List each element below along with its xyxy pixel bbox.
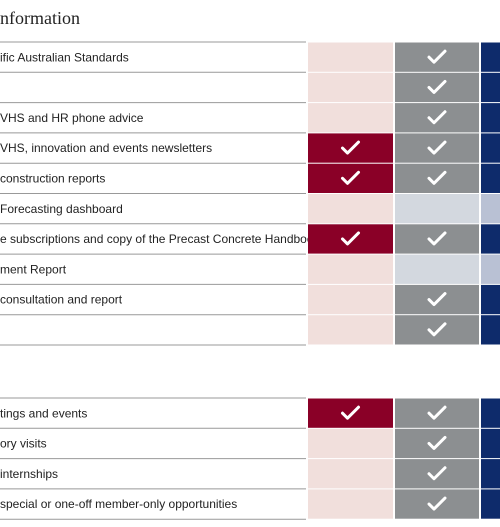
row-label: internships	[0, 467, 58, 481]
check-icon	[427, 496, 447, 511]
row-label: ific Australian Standards	[0, 50, 129, 64]
plan-cell	[308, 72, 393, 103]
check-icon	[427, 49, 447, 64]
row-label: e subscriptions and copy of the Precast …	[0, 232, 321, 246]
plan-cell	[308, 254, 393, 284]
check-icon	[427, 405, 447, 420]
row-label: ory visits	[0, 437, 47, 451]
row-label: special or one-off member-only opportuni…	[0, 497, 237, 511]
check-icon	[427, 292, 447, 307]
plan-cell	[481, 284, 500, 315]
check-icon	[341, 140, 360, 155]
check-icon	[427, 79, 447, 94]
plan-cell	[308, 489, 393, 519]
row-label: VHS, innovation and events newsletters	[0, 141, 212, 155]
plan-cell	[481, 163, 500, 193]
check-icon	[427, 170, 447, 185]
plan-cell	[481, 133, 500, 163]
plan-cell	[308, 194, 393, 224]
plan-cell	[481, 459, 500, 489]
row-label: VHS and HR phone advice	[0, 111, 144, 125]
plan-cell	[481, 224, 500, 254]
plan-cell	[308, 428, 393, 459]
row-label: ment Report	[0, 262, 67, 276]
plan-cell	[481, 428, 500, 459]
plan-cell	[481, 398, 500, 428]
plan-cell	[481, 254, 500, 284]
row-label: tings and events	[0, 406, 87, 420]
plan-cell	[308, 103, 393, 133]
check-icon	[427, 322, 447, 337]
check-icon	[427, 231, 447, 246]
plan-cell	[481, 103, 500, 133]
check-icon	[341, 170, 360, 185]
row-label: consultation and report	[0, 293, 123, 307]
plan-cell	[308, 315, 393, 345]
plan-cell	[308, 42, 393, 72]
check-icon	[427, 110, 447, 125]
check-icon	[427, 466, 447, 481]
plan-cell	[481, 42, 500, 72]
plan-cell	[308, 284, 393, 315]
plan-cell	[395, 194, 479, 224]
check-icon	[427, 435, 447, 450]
row-label: Forecasting dashboard	[0, 202, 123, 216]
plan-cell	[481, 315, 500, 345]
row-label: construction reports	[0, 172, 105, 186]
plan-cell	[395, 254, 479, 284]
plan-cell	[481, 489, 500, 519]
check-icon	[341, 405, 360, 420]
plan-cell	[481, 194, 500, 224]
check-icon	[341, 231, 360, 246]
plan-cell	[481, 72, 500, 103]
plan-cell	[308, 459, 393, 489]
check-icon	[427, 140, 447, 155]
section-title: nformation	[0, 8, 80, 28]
